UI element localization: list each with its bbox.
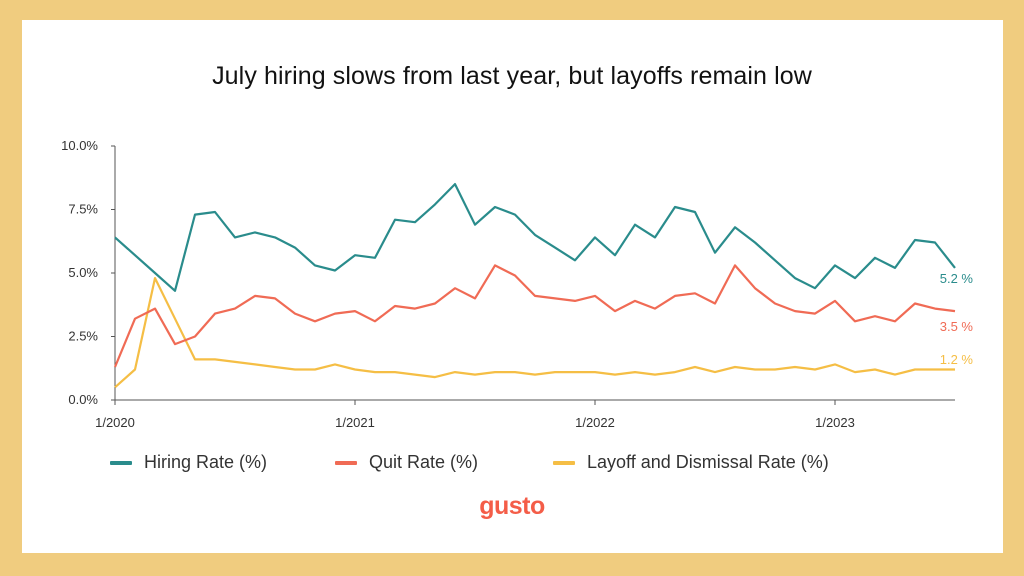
legend-label-hiring: Hiring Rate (%) <box>144 452 268 472</box>
y-tick-label: 5.0% <box>68 265 98 280</box>
y-tick-label: 7.5% <box>68 202 98 217</box>
y-tick-label: 10.0% <box>61 138 98 153</box>
series-line-quit <box>113 264 956 368</box>
end-label-hiring: 5.2 % <box>940 271 974 286</box>
x-tick-label: 1/2021 <box>335 415 375 430</box>
end-label-quit: 3.5 % <box>940 319 974 334</box>
y-tick-label: 2.5% <box>68 329 98 344</box>
legend-swatch-hiring <box>110 460 132 465</box>
legend-label-quit: Quit Rate (%) <box>369 452 479 472</box>
legend-swatch-quit <box>335 460 357 465</box>
series-line-hiring <box>114 183 956 292</box>
chart-card <box>22 20 1003 553</box>
legend-label-layoff: Layoff and Dismissal Rate (%) <box>587 452 829 472</box>
gusto-logo: gusto <box>479 492 545 520</box>
x-tick-label: 1/2022 <box>575 415 615 430</box>
x-tick-label: 1/2023 <box>815 415 855 430</box>
legend-item-hiring: Hiring Rate (%) <box>110 452 335 473</box>
legend-swatch-layoff <box>553 460 575 465</box>
chart-title: July hiring slows from last year, but la… <box>212 62 812 90</box>
series-line-layoff <box>114 277 955 389</box>
legend: Hiring Rate (%) Quit Rate (%) Layoff and… <box>110 452 829 473</box>
legend-item-layoff: Layoff and Dismissal Rate (%) <box>553 452 829 473</box>
end-label-layoff: 1.2 % <box>940 352 974 367</box>
y-tick-label: 0.0% <box>68 392 98 407</box>
x-tick-label: 1/2020 <box>95 415 135 430</box>
legend-item-quit: Quit Rate (%) <box>335 452 553 473</box>
